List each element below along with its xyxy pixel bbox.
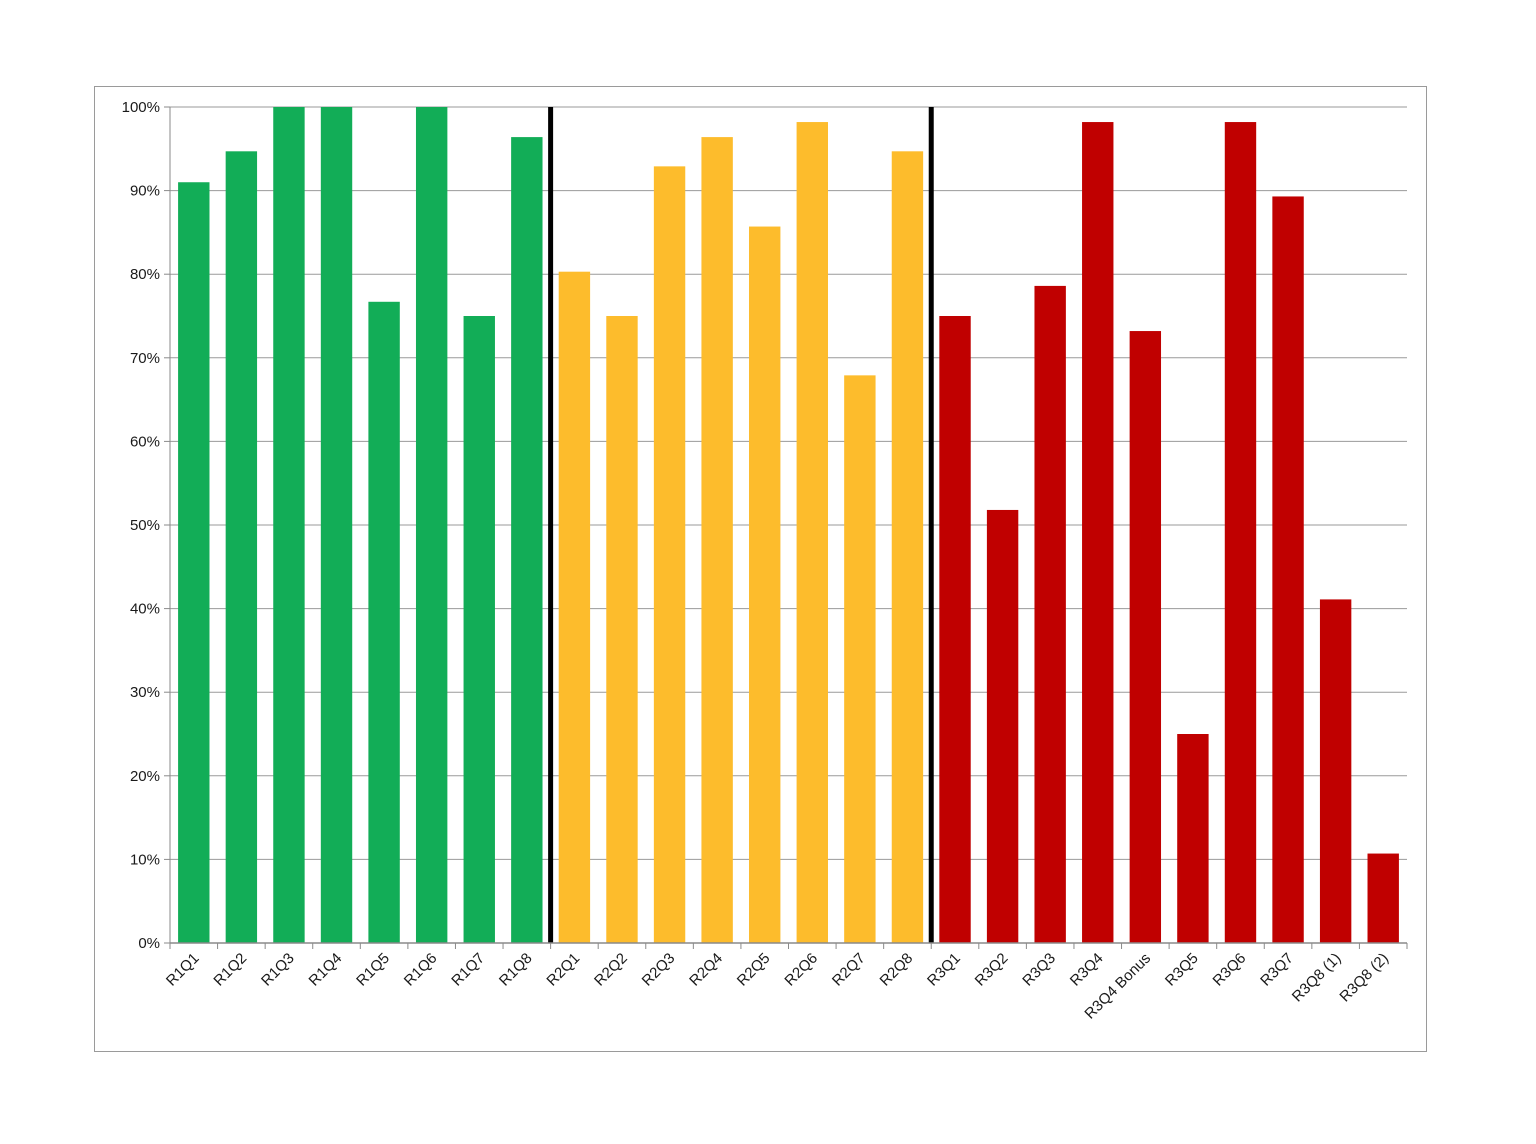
bar-r1q7 (463, 316, 495, 943)
bar-r2q2 (606, 316, 638, 943)
x-category-label: R1Q5 (353, 950, 393, 990)
y-axis-tick-labels: 0% 10% 20% 30% 40% 50% 60% 70% 80% 90% 100% (122, 99, 160, 952)
bar-r2q7 (844, 375, 876, 944)
bar-r1q5 (368, 301, 400, 944)
bar-r1q8 (511, 137, 543, 943)
bar-r2q4 (701, 137, 733, 943)
y-tick-label: 100% (122, 99, 160, 116)
bar-r3q4-bonus (1129, 331, 1162, 944)
bars (178, 107, 1399, 944)
bar-r3q5 (1177, 734, 1209, 943)
x-category-label: R2Q5 (734, 950, 774, 990)
y-tick-label: 0% (138, 935, 160, 952)
bar-r3q7 (1272, 196, 1304, 943)
x-category-label: R3Q2 (972, 950, 1012, 990)
bar-r3q4 (1082, 122, 1114, 944)
x-category-label: R2Q6 (781, 950, 821, 990)
y-tick-label: 80% (130, 266, 160, 283)
bar-r3q1 (939, 316, 971, 943)
bar-r2q1 (558, 271, 591, 943)
x-category-label: R3Q5 (1162, 950, 1202, 990)
x-category-label: R2Q2 (591, 950, 631, 990)
x-category-label: R3Q7 (1257, 950, 1297, 990)
bar-r3q3 (1034, 285, 1066, 943)
bar-r3q6 (1224, 122, 1257, 944)
x-category-label: R2Q4 (686, 950, 726, 990)
y-tick-label: 90% (130, 183, 160, 200)
x-category-label: R1Q3 (258, 950, 298, 990)
x-category-label: R3Q3 (1019, 950, 1059, 990)
bar-r2q5 (749, 226, 781, 944)
bar-r1q1 (178, 182, 210, 943)
y-tick-label: 60% (130, 433, 160, 450)
x-category-label: R2Q7 (829, 950, 869, 990)
x-category-label: R2Q8 (877, 950, 917, 990)
x-category-label: R1Q1 (163, 950, 203, 990)
bar-r2q3 (653, 166, 686, 943)
bar-r1q3 (273, 107, 305, 943)
x-category-label: R2Q3 (639, 950, 679, 990)
bar-r3q8-2 (1367, 853, 1399, 943)
x-category-label: R1Q4 (306, 950, 346, 990)
bar-r1q4 (320, 107, 353, 943)
y-tick-label: 50% (130, 517, 160, 534)
bar-chart: 0%10%20%30%40%50%60%70%80%90%100% R1Q1 R1… (122, 99, 1408, 1023)
x-category-label: R3Q1 (924, 950, 964, 990)
x-category-label: R3Q8 (2) (1336, 950, 1392, 1006)
y-tick-label: 20% (130, 768, 160, 785)
x-category-label: R3Q4 (1067, 950, 1107, 990)
y-tick-label: 70% (130, 350, 160, 367)
y-tick-label: 10% (130, 851, 160, 868)
x-category-label: R1Q7 (448, 950, 488, 990)
round-separators (548, 107, 934, 943)
y-tick-label: 40% (130, 601, 160, 618)
x-category-label: R1Q6 (401, 950, 441, 990)
x-category-label: R3Q8 (1) (1289, 950, 1345, 1006)
chart-frame: 0% 10% 20% 30% 40% 50% 60% 70% 80% 90% 100% R1Q1 R1… (94, 86, 1427, 1052)
x-axis-category-labels: R1Q1 R1Q2 R1Q3 R1Q4 R1Q5 R1Q6 R1Q7 R1Q8 R2Q1 R2Q2… (163, 950, 1392, 1023)
bar-r1q6 (415, 107, 448, 943)
bar-r2q8 (891, 151, 924, 944)
bar-r1q2 (225, 151, 258, 944)
bar-r3q8-1 (1319, 599, 1352, 943)
x-category-label: R1Q2 (210, 950, 250, 990)
y-tick-label: 30% (130, 684, 160, 701)
bar-r2q6 (796, 122, 828, 944)
bar-r3q2 (986, 509, 1019, 943)
x-category-label: R3Q6 (1210, 950, 1250, 990)
x-category-label: R1Q8 (496, 950, 536, 990)
axes (169, 107, 1408, 949)
x-category-label: R2Q1 (544, 950, 584, 990)
